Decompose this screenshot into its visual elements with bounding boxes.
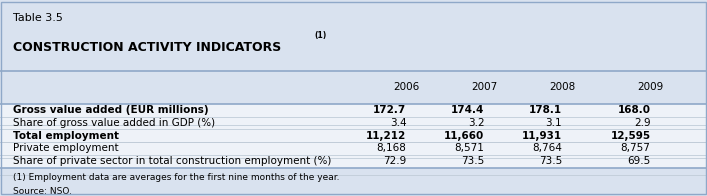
Text: 12,595: 12,595 (610, 131, 650, 141)
Text: (1) Employment data are averages for the first nine months of the year.: (1) Employment data are averages for the… (13, 173, 339, 182)
Text: 11,660: 11,660 (444, 131, 484, 141)
Text: CONSTRUCTION ACTIVITY INDICATORS: CONSTRUCTION ACTIVITY INDICATORS (13, 41, 281, 54)
Text: 11,212: 11,212 (366, 131, 407, 141)
Text: 8,757: 8,757 (621, 143, 650, 153)
Text: 8,168: 8,168 (377, 143, 407, 153)
Text: 72.9: 72.9 (383, 156, 407, 166)
Text: Share of private sector in total construction employment (%): Share of private sector in total constru… (13, 156, 331, 166)
Text: Share of gross value added in GDP (%): Share of gross value added in GDP (%) (13, 118, 215, 128)
Text: 178.1: 178.1 (529, 105, 562, 115)
Text: 3.2: 3.2 (467, 118, 484, 128)
FancyBboxPatch shape (0, 0, 707, 104)
Text: 174.4: 174.4 (451, 105, 484, 115)
Text: Total employment: Total employment (13, 131, 119, 141)
Text: Source: NSO.: Source: NSO. (13, 187, 71, 196)
Text: 8,764: 8,764 (532, 143, 562, 153)
Text: (1): (1) (315, 31, 327, 40)
Text: 3.4: 3.4 (390, 118, 407, 128)
Text: 172.7: 172.7 (373, 105, 407, 115)
Text: 2009: 2009 (637, 82, 664, 92)
Text: 73.5: 73.5 (539, 156, 562, 166)
Text: Gross value added (EUR millions): Gross value added (EUR millions) (13, 105, 209, 115)
Text: 73.5: 73.5 (461, 156, 484, 166)
Text: 2.9: 2.9 (633, 118, 650, 128)
Text: 11,931: 11,931 (522, 131, 562, 141)
FancyBboxPatch shape (0, 104, 707, 168)
Text: 2006: 2006 (393, 82, 420, 92)
Text: Table 3.5: Table 3.5 (13, 13, 63, 23)
Text: 2007: 2007 (471, 82, 498, 92)
Text: 2008: 2008 (549, 82, 575, 92)
Text: 3.1: 3.1 (545, 118, 562, 128)
Text: 8,571: 8,571 (455, 143, 484, 153)
Text: 168.0: 168.0 (617, 105, 650, 115)
Text: 69.5: 69.5 (627, 156, 650, 166)
Text: Private employment: Private employment (13, 143, 118, 153)
